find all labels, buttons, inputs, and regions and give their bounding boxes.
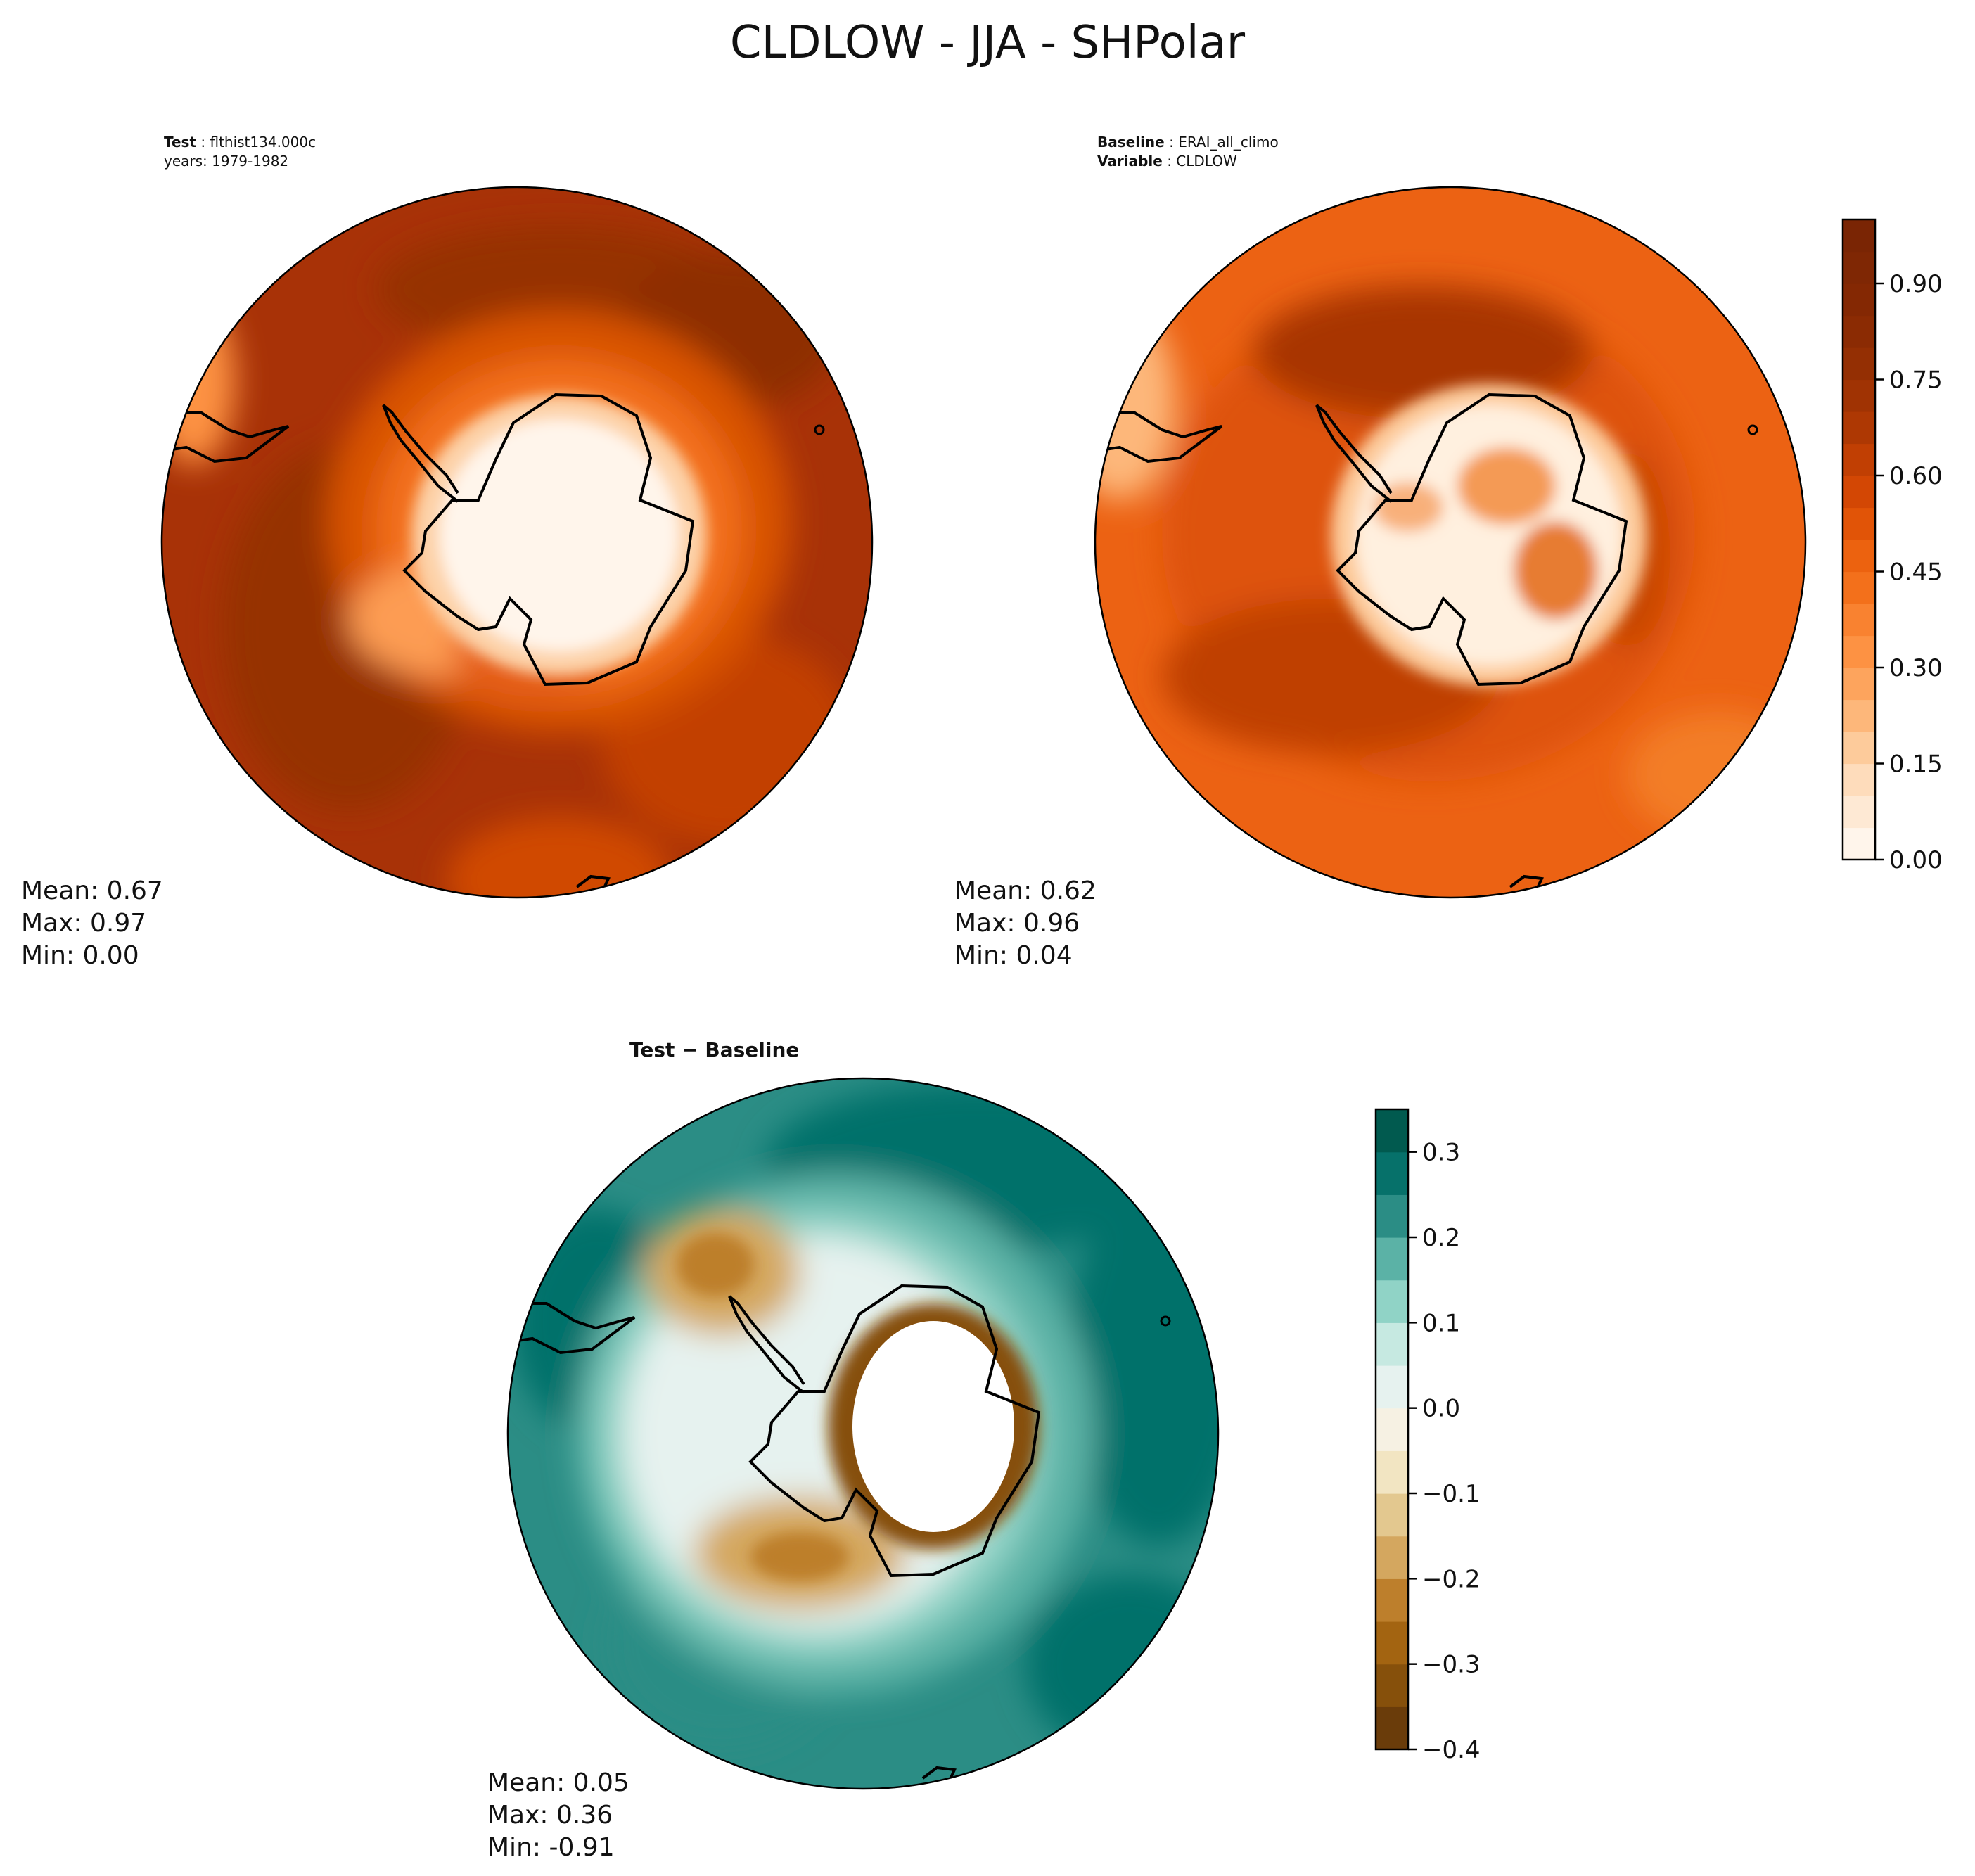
colorbar-main-segment bbox=[1843, 699, 1875, 732]
baseline-mean: Mean: 0.62 bbox=[954, 876, 1097, 905]
colorbar-difference-segment bbox=[1376, 1109, 1408, 1153]
coastline-island bbox=[1747, 424, 1758, 435]
colorbar-difference-segment bbox=[1376, 1408, 1408, 1451]
colorbar-difference-segment bbox=[1376, 1322, 1408, 1366]
map-difference bbox=[506, 1077, 1220, 1790]
colorbar-main-segment bbox=[1843, 732, 1875, 765]
coastline-peninsula bbox=[382, 404, 459, 503]
colorbar-main-tick-label: 0.75 bbox=[1889, 366, 1943, 395]
coastline-south-america bbox=[1095, 411, 1223, 464]
coastline-south-america bbox=[162, 411, 290, 464]
colorbar-main-segment bbox=[1843, 347, 1875, 381]
colorbar-difference-tick-label: −0.4 bbox=[1422, 1736, 1481, 1764]
colorbar-main-tick-label: 0.00 bbox=[1889, 846, 1943, 874]
colorbar-main-tick-label: 0.60 bbox=[1889, 462, 1943, 490]
colorbar-difference-tick-label: 0.1 bbox=[1422, 1309, 1460, 1337]
colorbar-main-segment bbox=[1843, 763, 1875, 796]
colorbar-main-segment bbox=[1843, 443, 1875, 476]
colorbar-difference-segment bbox=[1376, 1365, 1408, 1409]
coastline-antarctica bbox=[748, 1284, 1041, 1578]
panel-test: Test : flthist134.000c years: 1979-1982 bbox=[21, 134, 874, 970]
colorbar-main-segment bbox=[1843, 283, 1875, 317]
map-test bbox=[160, 186, 874, 899]
colorbar-main-tick-label: 0.15 bbox=[1889, 751, 1943, 779]
colorbar-difference-segment bbox=[1376, 1280, 1408, 1323]
colorbar-difference-segment bbox=[1376, 1578, 1408, 1622]
colorbar-difference-tick-label: −0.1 bbox=[1422, 1480, 1481, 1508]
panel-baseline: Baseline : ERAI_all_climo Variable : CLD… bbox=[954, 134, 1943, 970]
baseline-min: Min: 0.04 bbox=[954, 941, 1073, 970]
difference-mean: Mean: 0.05 bbox=[487, 1768, 629, 1797]
test-years: years: 1979-1982 bbox=[164, 153, 288, 170]
colorbar-difference-segment bbox=[1376, 1237, 1408, 1281]
baseline-variable: Variable : CLDLOW bbox=[1097, 153, 1237, 170]
colorbar-difference-frame bbox=[1374, 1108, 1410, 1751]
panel-difference: Test − Baseline bbox=[487, 1038, 1481, 1862]
difference-label: Test − Baseline bbox=[629, 1038, 799, 1061]
colorbar-main-tick-label: 0.45 bbox=[1889, 559, 1943, 587]
coastline-south-america bbox=[508, 1302, 636, 1355]
colorbar-difference-segment bbox=[1376, 1536, 1408, 1579]
colorbar-main-segment bbox=[1843, 604, 1875, 637]
map-baseline-border bbox=[1094, 186, 1807, 899]
test-min: Min: 0.00 bbox=[21, 941, 139, 970]
colorbar-difference-segment bbox=[1376, 1194, 1408, 1238]
colorbar-main-frame bbox=[1841, 218, 1877, 861]
map-difference-border bbox=[506, 1077, 1220, 1790]
baseline-label: Baseline : ERAI_all_climo bbox=[1097, 134, 1279, 151]
difference-interior bbox=[852, 1321, 1014, 1532]
colorbar-difference-tick-label: −0.2 bbox=[1422, 1565, 1481, 1593]
colorbar-difference-tick-label: 0.3 bbox=[1422, 1139, 1460, 1167]
colorbar-main-segment bbox=[1843, 540, 1875, 573]
map-baseline bbox=[1094, 186, 1807, 899]
colorbar-main-segment bbox=[1843, 476, 1875, 509]
colorbar-main-segment bbox=[1843, 796, 1875, 829]
colorbar-main-segment bbox=[1843, 411, 1875, 445]
colorbar-difference-segment bbox=[1376, 1493, 1408, 1537]
colorbar-difference-tick-label: 0.0 bbox=[1422, 1395, 1460, 1423]
coastline-peninsula bbox=[728, 1295, 805, 1394]
difference-max: Max: 0.36 bbox=[487, 1801, 613, 1830]
coastline-antarctica bbox=[402, 393, 695, 687]
colorbar-difference-segment bbox=[1376, 1706, 1408, 1750]
baseline-max: Max: 0.96 bbox=[954, 909, 1080, 938]
colorbar-main-tick-label: 0.90 bbox=[1889, 270, 1943, 298]
test-label: Test : flthist134.000c bbox=[164, 134, 316, 151]
colorbar-main-segment bbox=[1843, 668, 1875, 701]
colorbar-main-segment bbox=[1843, 571, 1875, 604]
difference-min: Min: -0.91 bbox=[487, 1833, 615, 1862]
colorbar-main-segment bbox=[1843, 507, 1875, 540]
test-mean: Mean: 0.67 bbox=[21, 876, 163, 905]
coastline-antarctica bbox=[1336, 393, 1628, 687]
colorbar-difference-tick-label: −0.3 bbox=[1422, 1651, 1481, 1679]
coastline-peninsula bbox=[1315, 404, 1393, 503]
colorbar-main-segment bbox=[1843, 827, 1875, 860]
test-max: Max: 0.97 bbox=[21, 909, 146, 938]
colorbar-difference-tick-label: 0.2 bbox=[1422, 1224, 1460, 1252]
colorbar-difference-segment bbox=[1376, 1664, 1408, 1707]
colorbar-difference: −0.4 −0.3 −0.2 −0.1 0.0 0.1 0.2 0.3 bbox=[1374, 1108, 1481, 1764]
coastline-island bbox=[814, 424, 825, 435]
colorbar-difference-segment bbox=[1376, 1621, 1408, 1665]
colorbar-main: 0.00 0.15 0.30 0.45 0.60 0.75 0.90 bbox=[1841, 218, 1943, 874]
colorbar-difference-segment bbox=[1376, 1151, 1408, 1195]
colorbar-main-tick-label: 0.30 bbox=[1889, 654, 1943, 682]
colorbar-main-segment bbox=[1843, 379, 1875, 412]
colorbar-main-segment bbox=[1843, 315, 1875, 348]
colorbar-main-segment bbox=[1843, 251, 1875, 284]
colorbar-difference-segment bbox=[1376, 1450, 1408, 1494]
coastline-island bbox=[1160, 1315, 1171, 1327]
colorbar-main-segment bbox=[1843, 219, 1875, 253]
map-test-border bbox=[160, 186, 874, 899]
figure-title: CLDLOW - JJA - SHPolar bbox=[730, 17, 1246, 69]
colorbar-main-segment bbox=[1843, 635, 1875, 668]
